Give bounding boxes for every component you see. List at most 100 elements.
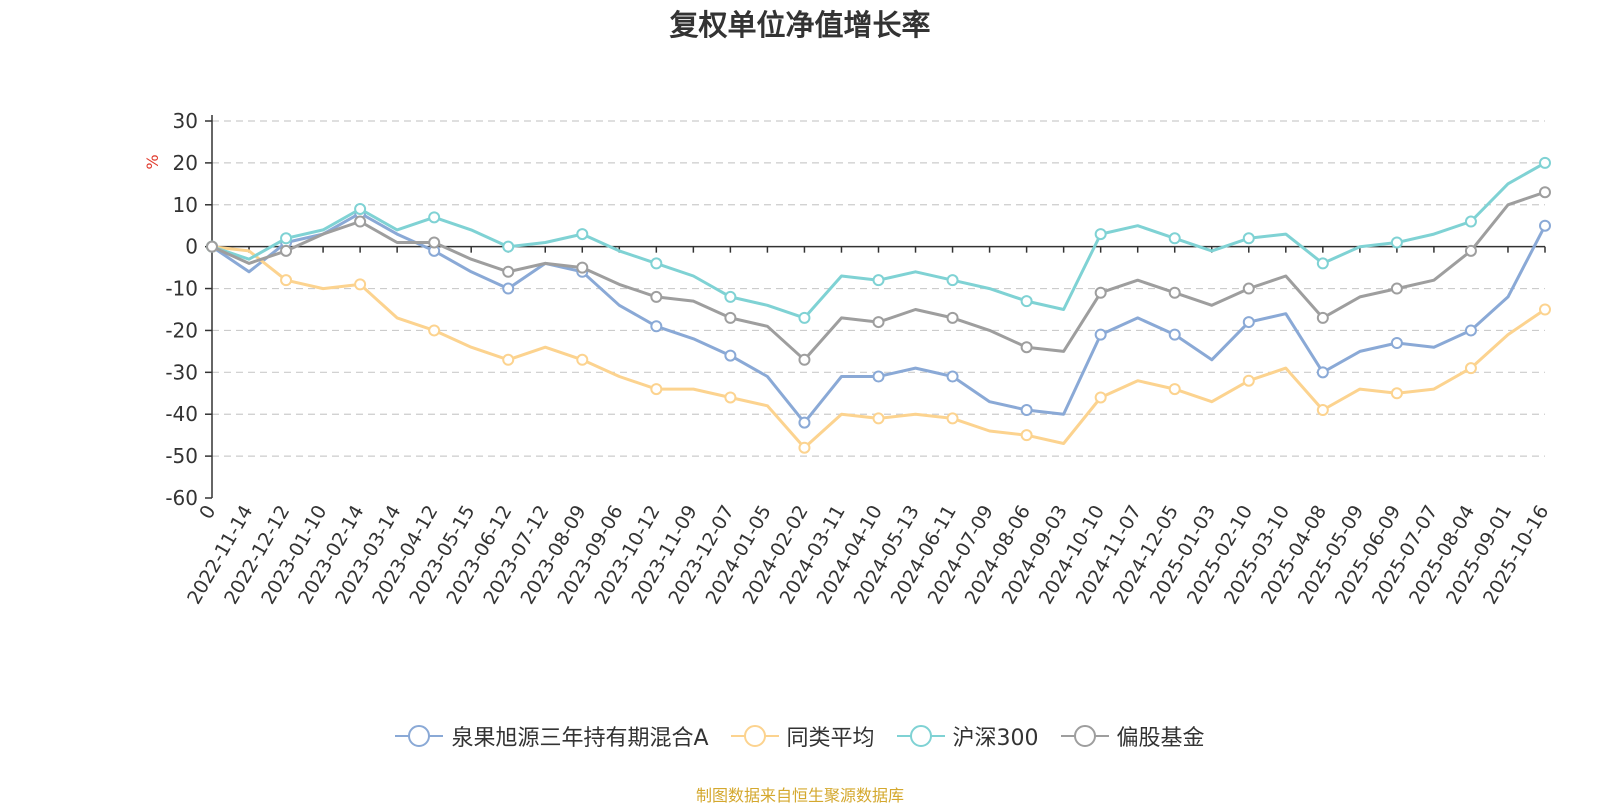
data-point (1464, 244, 1477, 257)
data-point (1242, 316, 1255, 329)
data-point (946, 412, 959, 425)
data-point (1094, 228, 1107, 241)
data-point (1168, 328, 1181, 341)
data-point (1539, 219, 1551, 232)
data-point (872, 274, 885, 287)
legend-item-fund[interactable]: 泉果旭源三年持有期混合A (395, 720, 709, 752)
legend-label: 偏股基金 (1116, 726, 1205, 751)
data-point (354, 278, 367, 291)
data-point (1464, 324, 1477, 337)
x-tick-label: 0 (195, 502, 220, 523)
data-point (280, 232, 293, 245)
data-point (1539, 303, 1551, 316)
legend-label: 同类平均 (786, 726, 875, 751)
legend-label: 泉果旭源三年持有期混合A (451, 726, 709, 751)
data-point (1390, 387, 1403, 400)
data-point (206, 240, 218, 253)
data-point (280, 244, 293, 257)
data-point (1094, 286, 1107, 299)
data-point (946, 274, 959, 287)
data-point (428, 236, 441, 249)
data-point (1094, 391, 1107, 404)
legend-label: 沪深300 (952, 726, 1039, 751)
data-point (502, 240, 515, 253)
data-point (1168, 383, 1181, 396)
data-point (1020, 429, 1033, 442)
legend-item-csi300[interactable]: 沪深300 (896, 720, 1039, 752)
data-point (650, 290, 663, 303)
data-point (1316, 404, 1329, 417)
y-tick-label: -40 (165, 402, 198, 426)
data-point (354, 215, 367, 228)
tick-labels: 3020100-10-20-30-40-50-60%02022-11-14202… (143, 109, 1553, 608)
y-tick-label: 30 (173, 109, 198, 133)
data-point (1390, 282, 1403, 295)
legend-marker-icon (896, 725, 945, 747)
data-point (872, 370, 885, 383)
series-1 (206, 240, 1551, 454)
data-point (576, 228, 589, 241)
data-point (798, 441, 811, 454)
data-point (1464, 362, 1477, 375)
y-tick-label: -60 (165, 486, 198, 510)
data-point (650, 383, 663, 396)
data-point (1316, 311, 1329, 324)
data-point (1020, 341, 1033, 354)
data-point (1390, 337, 1403, 350)
y-axis-unit-label: % (143, 154, 162, 169)
data-point (798, 353, 811, 366)
data-point (1242, 282, 1255, 295)
data-point (1539, 156, 1551, 169)
legend: 泉果旭源三年持有期混合A 同类平均 沪深300 偏股基金 (0, 720, 1600, 752)
data-point (650, 257, 663, 270)
data-point (724, 311, 737, 324)
y-tick-label: 20 (173, 151, 198, 175)
data-point (1539, 186, 1551, 199)
data-point (724, 349, 737, 362)
data-point (1464, 215, 1477, 228)
data-point (428, 324, 441, 337)
y-tick-label: 0 (185, 235, 198, 259)
data-point (872, 412, 885, 425)
legend-item-peer-average[interactable]: 同类平均 (730, 720, 875, 752)
y-tick-label: -10 (165, 277, 198, 301)
data-point (354, 202, 367, 215)
data-point (576, 353, 589, 366)
data-point (1242, 232, 1255, 245)
data-point (1390, 236, 1403, 249)
data-point (724, 391, 737, 404)
data-point (798, 416, 811, 429)
y-tick-label: 10 (173, 193, 198, 217)
chart-title: 复权单位净值增长率 (669, 8, 931, 42)
legend-marker-icon (395, 725, 444, 747)
y-tick-label: -20 (165, 318, 198, 342)
data-point (502, 353, 515, 366)
legend-marker-icon (730, 725, 779, 747)
data-point (798, 311, 811, 324)
legend-marker-icon (1060, 725, 1109, 747)
data-point (872, 316, 885, 329)
axes (205, 115, 1546, 499)
legend-item-equity-fund[interactable]: 偏股基金 (1060, 720, 1205, 752)
data-point (1168, 232, 1181, 245)
y-tick-label: -50 (165, 444, 198, 468)
data-point (1094, 328, 1107, 341)
y-tick-label: -30 (165, 360, 198, 384)
data-point (428, 211, 441, 224)
series-lines (206, 156, 1551, 454)
series-3 (206, 186, 1551, 366)
data-point (1242, 374, 1255, 387)
data-point (724, 290, 737, 303)
grid-lines (212, 120, 1545, 457)
data-point (1020, 404, 1033, 417)
data-point (1168, 286, 1181, 299)
data-point (502, 265, 515, 278)
data-point (502, 282, 515, 295)
data-point (946, 311, 959, 324)
data-point (1316, 257, 1329, 270)
data-point (1020, 295, 1033, 308)
source-note: 制图数据来自恒生聚源数据库 (695, 786, 904, 805)
data-point (946, 370, 959, 383)
data-point (280, 274, 293, 287)
